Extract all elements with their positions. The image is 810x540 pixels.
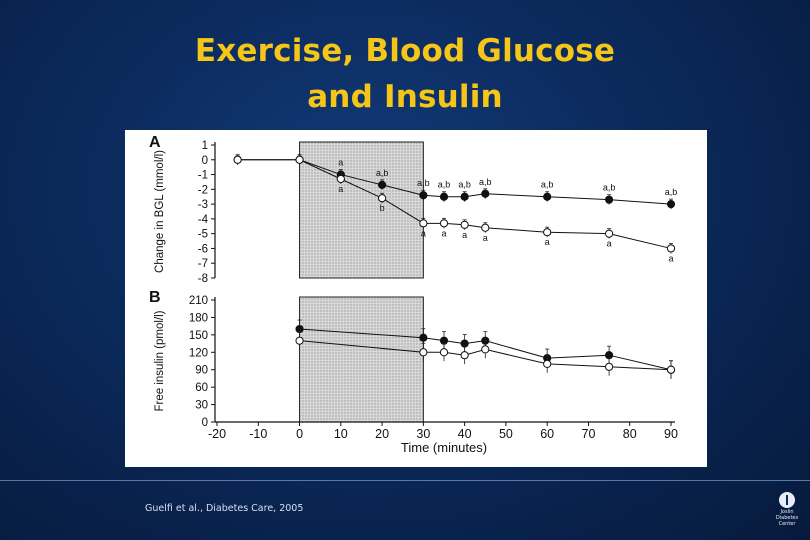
panel-a-y-tick-label: -3	[198, 199, 208, 211]
panel-b-x-tick-label: 40	[458, 427, 472, 441]
panel-a-series-filled-point	[604, 195, 614, 204]
panel-b-x-tick-label: 30	[416, 427, 430, 441]
panel-b-x-tick-label: 0	[296, 427, 303, 441]
panel-a-y-tick-label: -8	[198, 273, 208, 285]
panel-b-series-open-point	[666, 365, 676, 374]
panel-a-series-filled-annotation: a,b	[665, 187, 678, 197]
panel-a-series-filled-point	[543, 192, 552, 201]
panel-b-x-axis-label: Time (minutes)	[401, 440, 487, 455]
panel-a-series-filled-annotation: a,b	[458, 180, 471, 190]
panel-b-x-tick-label: 20	[375, 427, 389, 441]
panel-a-series-filled-annotation: a,b	[438, 180, 451, 190]
panel-a-series-open-point	[481, 223, 490, 232]
panel-b-y-tick-label: 0	[202, 417, 208, 429]
panel-a-series-filled-annotation: a,b	[603, 183, 616, 193]
panel-a-series-open-point	[295, 155, 304, 164]
panel-a-series-filled-point	[481, 189, 490, 198]
panel-b-x-tick-label: 50	[499, 427, 513, 441]
panel-b-x-tick-label: -10	[249, 427, 267, 441]
figure-panel: 1 0 -1 -2 -3 -4 -5 -6 -7 -8 A Change in BGL (mmol/l…	[125, 130, 707, 467]
panel-a-series-open-point	[336, 174, 345, 184]
panel-a-series-open-annotation: a	[421, 228, 426, 238]
panel-a-series-open-annotation: a	[338, 184, 343, 194]
panel-b-series-open-point	[460, 351, 469, 360]
panel-a-series-open-annotation: a	[483, 233, 488, 243]
panel-a-series-open-point	[377, 194, 387, 203]
panel-a-series-filled-point	[666, 200, 676, 209]
panel-b-x-tick-label: 70	[582, 427, 596, 441]
panel-b-y-tick-label: 60	[195, 382, 208, 394]
panel-a-series-open-annotation: a	[441, 228, 446, 238]
panel-a-series-filled-annotation: a	[338, 158, 343, 168]
panel-b-series-open-point	[439, 348, 449, 357]
panel-a-series-open-point	[543, 228, 552, 237]
panel-a-series-filled-point	[439, 192, 449, 201]
panel-a-series-open-annotation: a	[462, 230, 467, 240]
panel-a-series-open-annotation: a	[668, 253, 673, 263]
panel-a-series-open-point	[460, 220, 469, 229]
panel-b-series-open-point	[604, 362, 614, 371]
panel-a-series-open-annotation: a	[545, 237, 550, 247]
panel-a-series-open-point	[666, 244, 676, 253]
panel-a-series-open-point	[604, 229, 614, 238]
panel-b-series-open-point	[543, 359, 552, 369]
panel-b-y-axis-label: Free insulin (pmol/l)	[154, 310, 166, 411]
panel-a-y-tick-label: -2	[198, 184, 208, 196]
slide-title-line-1: Exercise, Blood Glucose	[194, 33, 616, 69]
panel-a-series-filled-annotation: a,b	[541, 180, 554, 190]
panel-b-series-filled-point	[419, 333, 428, 342]
panel-a-series-filled-point	[419, 191, 428, 200]
panel-b-y-tick-label: 30	[195, 400, 208, 412]
panel-a-y-tick-label: -7	[198, 258, 208, 270]
panel-b-series-open-point	[481, 345, 490, 354]
panel-a-series-filled-point	[377, 180, 387, 190]
panel-b-x-tick-label: 60	[540, 427, 554, 441]
joslin-logo: Joslin Diabetes Center	[770, 492, 804, 536]
panel-b-y-tick-label: 150	[189, 330, 208, 342]
footer-divider	[0, 480, 810, 481]
panel-a-series-open-point	[439, 219, 449, 228]
panel-a-series-filled-annotation: a,b	[479, 177, 492, 187]
panel-a-y-tick-label: 0	[202, 155, 208, 167]
panel-a-y-tick-label: 1	[202, 140, 208, 152]
panel-a-series-open-point	[419, 219, 428, 228]
panel-b-series-open-point	[419, 348, 428, 357]
panel-a-label: A	[149, 134, 161, 151]
logo-line-3: Center	[778, 521, 796, 527]
panel-a-y-axis-label: Change in BGL (mmol/l)	[154, 150, 166, 273]
panel-a-y-tick-label: -1	[198, 170, 208, 182]
panel-b-x-tick-label: 90	[664, 427, 678, 441]
slide-title-line-2: and Insulin	[307, 79, 503, 115]
panel-a-series-open-annotation: b	[380, 203, 385, 213]
panel-a-exercise-period	[299, 141, 424, 279]
citation: Guelfi et al., Diabetes Care, 2005	[145, 503, 304, 514]
panel-a-y-tick-label: -6	[198, 243, 208, 255]
slide-title: Exercise, Blood Glucose and Insulin	[0, 28, 810, 120]
panel-a-y-tick-label: -5	[198, 229, 208, 241]
panel-a-series-filled-annotation: a,b	[376, 168, 389, 178]
panel-a-series-open-annotation: a	[607, 239, 612, 249]
panel-a-series-filled-annotation: a,b	[417, 178, 430, 188]
panel-b-y-tick-label: 210	[189, 295, 208, 307]
panel-b-label: B	[149, 289, 161, 306]
logo-line-2: Diabetes	[775, 515, 799, 521]
panel-a-y-tick-label: -4	[198, 214, 209, 226]
panel-b-x-tick-label: -20	[208, 427, 226, 441]
panel-b-x-tick-label: 10	[334, 427, 348, 441]
panel-b-exercise-period	[299, 296, 424, 423]
panel-b-x-tick-label: 80	[623, 427, 637, 441]
panel-b-y-tick-label: 180	[189, 312, 208, 324]
panel-b-series-open-point	[295, 336, 304, 345]
panel-a-series-open-point	[233, 155, 242, 164]
logo-line-1: Joslin	[780, 509, 794, 515]
panel-b-y-tick-label: 120	[189, 347, 208, 359]
panel-a-series-filled-point	[460, 192, 469, 201]
joslin-logo-icon	[779, 492, 795, 508]
panel-b-y-tick-label: 90	[195, 365, 208, 377]
